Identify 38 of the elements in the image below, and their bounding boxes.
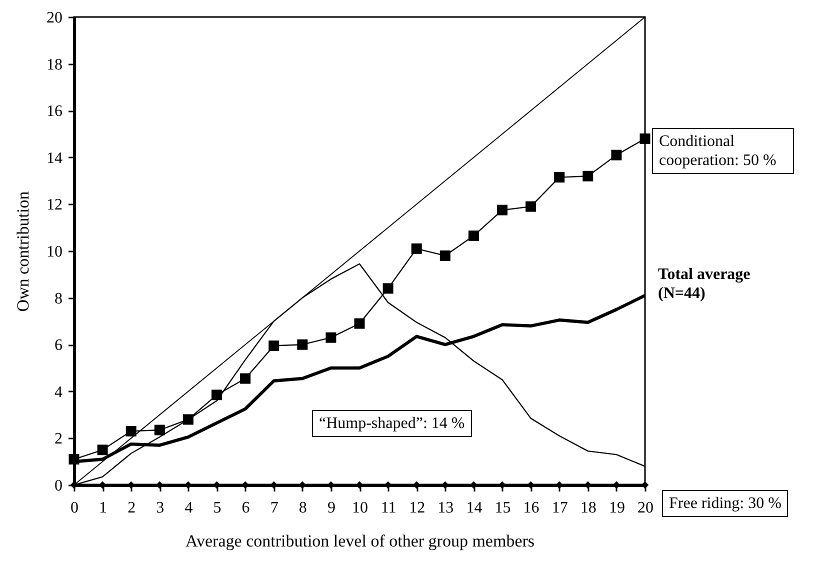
y-tick-label: 20 <box>46 10 62 26</box>
x-tick-label: 17 <box>552 500 568 516</box>
y-tick-label: 4 <box>54 384 62 401</box>
x-tick-label: 20 <box>638 500 654 516</box>
y-axis-title: Own contribution <box>14 190 32 312</box>
x-tick-label: 5 <box>213 500 222 516</box>
x-tick-label: 13 <box>438 500 454 516</box>
x-tick-label: 9 <box>327 500 336 516</box>
x-tick-label: 12 <box>409 500 426 516</box>
y-tick-label: 14 <box>46 150 62 167</box>
x-tick-label: 15 <box>494 500 511 516</box>
y-tick-label: 16 <box>46 103 62 120</box>
x-tick-label: 6 <box>242 500 250 516</box>
x-axis-title: Average contribution level of other group members <box>185 532 535 550</box>
y-tick-label: 0 <box>54 478 62 494</box>
x-tick-label: 3 <box>156 500 164 516</box>
x-tick-label: 11 <box>380 500 396 516</box>
x-tick-label: 4 <box>184 500 193 516</box>
x-tick-label: 0 <box>70 500 78 516</box>
series-label: Total average (N=44) <box>652 262 774 306</box>
series-label: Conditional cooperation: 50 % <box>652 128 794 174</box>
text: “Hump-shaped”: 14 % <box>312 410 472 437</box>
y-tick-label: 2 <box>54 430 62 448</box>
x-tick-label: 18 <box>580 500 596 516</box>
x-tick-label: 7 <box>270 500 278 516</box>
y-tick-label: 12 <box>46 196 62 214</box>
x-tick-label: 16 <box>523 500 540 516</box>
y-tick-label: 6 <box>54 337 62 354</box>
y-tick-label: 18 <box>46 56 62 74</box>
y-tick-label: 10 <box>46 244 62 260</box>
x-tick-label: 14 <box>466 500 482 516</box>
x-tick-label: 1 <box>99 500 108 516</box>
x-tick-label: 2 <box>128 500 136 516</box>
series-label: Free riding: 30 % <box>662 490 788 517</box>
x-tick-label: 8 <box>298 500 307 516</box>
x-tick-label: 10 <box>352 500 368 516</box>
x-tick-label: 19 <box>608 500 625 516</box>
y-tick-label: 8 <box>54 290 62 308</box>
